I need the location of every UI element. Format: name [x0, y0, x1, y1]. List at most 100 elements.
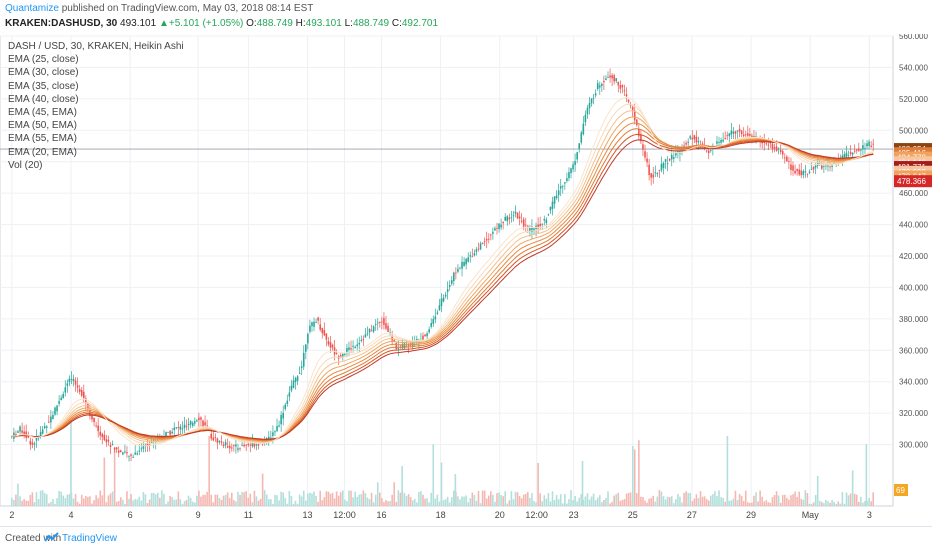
volume-spike [631, 446, 634, 506]
candle-body [235, 444, 237, 447]
candle-body [494, 228, 496, 231]
candle-body [749, 134, 751, 136]
candle-body [179, 426, 182, 430]
volume-bar [397, 490, 400, 506]
candle-body [506, 216, 509, 222]
candle-body [586, 107, 589, 115]
volume-bar [76, 501, 79, 506]
candle-body [370, 330, 373, 332]
candle-body [695, 136, 698, 143]
candle-body [818, 162, 821, 164]
candle-body [481, 242, 484, 244]
volume-bar [142, 491, 145, 506]
candle-body [230, 447, 233, 449]
volume-bar [177, 491, 180, 506]
volume-bar [193, 502, 196, 506]
volume-bar [198, 490, 200, 506]
candle-body [193, 421, 196, 424]
candle-body [218, 441, 221, 443]
volume-bar [187, 495, 190, 506]
volume-bar [775, 491, 778, 506]
volume-bar [405, 495, 408, 506]
volume-bar [296, 503, 299, 506]
candle-body [872, 143, 875, 145]
candle-body [438, 305, 441, 310]
legend-item[interactable]: EMA (45, EMA) [8, 107, 77, 119]
chart-area[interactable]: 300.000 320.000 340.000 360.000 380.000 400.0… [0, 32, 932, 526]
tradingview-logo-icon[interactable] [44, 531, 60, 545]
candle-body [366, 333, 369, 335]
volume-bar [584, 496, 587, 506]
candle-body [796, 169, 798, 172]
candle-body [237, 448, 239, 450]
y-tick-label: 500.000 [899, 126, 928, 135]
volume-bar [483, 490, 486, 506]
legend-item[interactable]: EMA (25, close) [8, 54, 79, 66]
volume-bar [409, 497, 412, 506]
volume-bar [853, 493, 856, 506]
candle-body [465, 258, 467, 265]
volume-bar [335, 491, 338, 506]
candle-body [253, 442, 256, 447]
legend-item[interactable]: EMA (50, EMA) [8, 120, 77, 132]
candle-body [853, 150, 856, 152]
volume-bar [831, 500, 833, 506]
candle-body [487, 238, 490, 240]
volume-bar [689, 493, 692, 506]
candle-body [101, 433, 104, 438]
volume-bar [15, 494, 17, 506]
legend-item[interactable]: EMA (40, close) [8, 93, 79, 105]
volume-bar [331, 492, 334, 506]
volume-bar [683, 492, 685, 506]
candle-body [422, 335, 424, 340]
volume-bar [255, 496, 258, 506]
price-chart[interactable]: 300.000 320.000 340.000 360.000 380.000 400.0… [0, 32, 932, 526]
volume-bar [376, 482, 379, 506]
volume-bar [868, 497, 870, 506]
volume-bar [288, 490, 291, 506]
volume-bar [749, 503, 751, 506]
volume-bar [173, 499, 176, 506]
candle-body [72, 378, 75, 382]
volume-bar [611, 501, 613, 506]
candle-body [843, 154, 846, 158]
legend-item[interactable]: EMA (35, close) [8, 80, 79, 92]
candle-body [200, 417, 202, 420]
volume-bar [761, 496, 763, 506]
volume-bar [800, 498, 803, 506]
candle-body [625, 94, 628, 97]
candle-body [738, 128, 741, 132]
tradingview-link[interactable]: TradingView [62, 533, 118, 544]
candle-body [527, 225, 529, 227]
candle-body [471, 256, 474, 258]
legend-item[interactable]: EMA (30, close) [8, 67, 79, 79]
volume-bar [457, 496, 459, 506]
candle-body [58, 400, 60, 404]
volume-bar [827, 501, 829, 506]
volume-bar [609, 503, 611, 506]
candle-body [825, 165, 827, 167]
candle-body [21, 430, 23, 433]
x-tick-label: 4 [68, 510, 73, 520]
candle-body [132, 456, 134, 458]
volume-bar [781, 494, 784, 506]
legend-item[interactable]: Vol (20) [8, 159, 43, 171]
candle-body [436, 312, 439, 314]
volume-bar [323, 497, 326, 506]
volume-bar [627, 492, 630, 506]
candle-body [27, 436, 30, 438]
candle-body [453, 272, 455, 282]
volume-bar [87, 496, 89, 506]
volume-bar [333, 498, 336, 506]
candle-body [728, 133, 731, 137]
candle-body [709, 150, 712, 151]
candle-body [117, 450, 120, 453]
candle-body [276, 426, 278, 432]
author-link[interactable]: Quantamize [5, 3, 59, 14]
candle-body [533, 228, 535, 232]
volume-bar [305, 500, 307, 506]
legend-item[interactable]: DASH / USD, 30, KRAKEN, Heikin Ashi [8, 41, 184, 52]
candle-body [15, 434, 17, 436]
legend-item[interactable]: EMA (20, EMA) [8, 146, 77, 158]
legend-item[interactable]: EMA (55, EMA) [8, 133, 77, 145]
